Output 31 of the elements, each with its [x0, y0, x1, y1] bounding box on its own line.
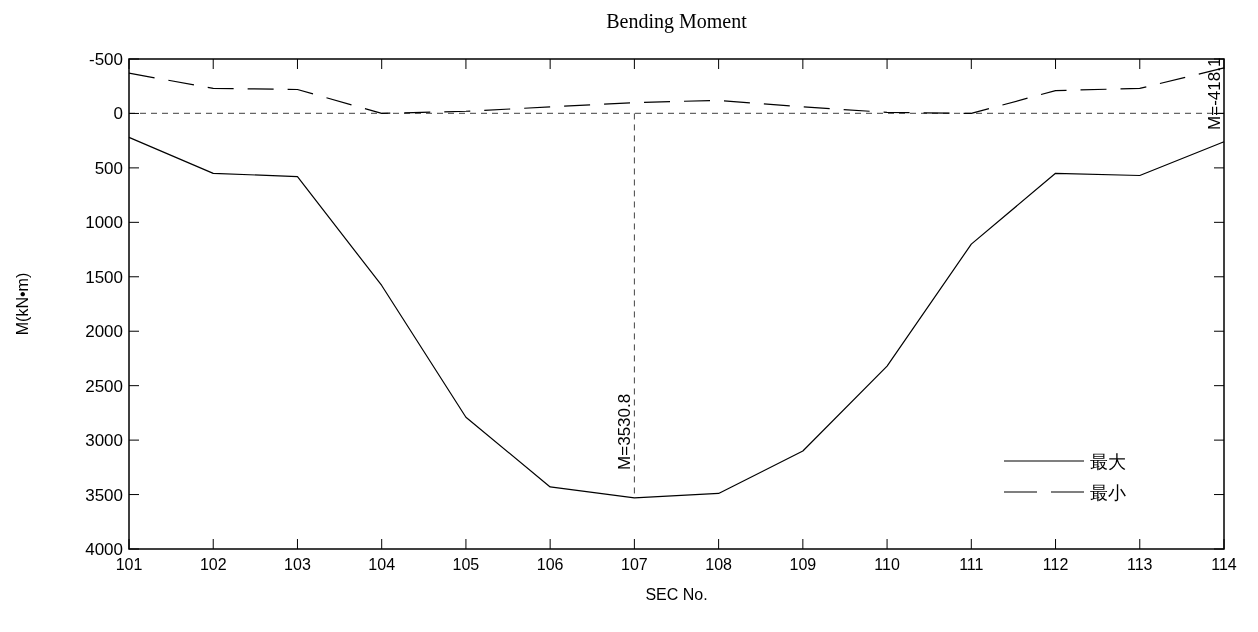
y-tick-label: 0: [113, 104, 123, 124]
y-tick-label: 3000: [85, 431, 123, 451]
y-tick-label: -500: [88, 50, 123, 69]
y-tick-label: 1000: [85, 213, 123, 233]
annotation: M=3530.8: [615, 393, 635, 470]
x-tick-label: 111: [959, 556, 984, 573]
y-tick-label: 3500: [85, 485, 123, 505]
y-tick-label: 2000: [85, 322, 123, 342]
x-tick-label: 109: [789, 556, 817, 573]
x-tick-label: 108: [705, 556, 733, 573]
legend-label: 最大: [1090, 452, 1126, 472]
x-tick-label: 112: [1042, 556, 1069, 573]
x-tick-label: 114: [1211, 556, 1237, 573]
chart-title: Bending Moment: [606, 10, 748, 33]
x-tick-label: 106: [536, 556, 564, 573]
y-axis-title: M(kN•m): [14, 272, 31, 336]
y-tick-label: 2500: [85, 376, 123, 396]
annotation: M=-418.1: [1205, 57, 1224, 130]
x-tick-label: 103: [284, 556, 311, 573]
x-tick-label: 104: [368, 556, 396, 573]
x-tick-label: 102: [199, 556, 227, 573]
y-tick-label: 500: [94, 158, 123, 178]
x-tick-label: 105: [452, 556, 480, 573]
y-tick-label: 1500: [85, 267, 123, 287]
y-tick-label: 4000: [85, 540, 123, 559]
x-tick-label: 107: [621, 556, 648, 573]
x-axis-title: SEC No.: [645, 586, 708, 603]
x-tick-label: 101: [115, 556, 143, 573]
legend-label: 最小: [1090, 483, 1126, 503]
x-tick-label: 113: [1127, 556, 1153, 573]
x-tick-label: 110: [874, 556, 900, 573]
